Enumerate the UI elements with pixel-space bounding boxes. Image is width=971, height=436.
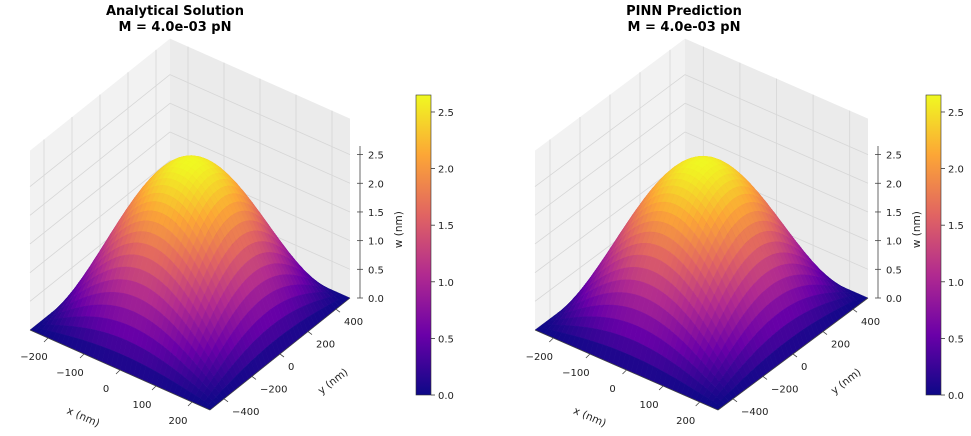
x-tick-mark <box>585 353 591 359</box>
chart-subtitle: M = 4.0e-03 pN <box>628 20 741 35</box>
x-tick-label: 200 <box>676 416 695 427</box>
colorbar-tick-label: 1.0 <box>438 278 454 289</box>
y-tick-label: −400 <box>741 407 768 418</box>
x-tick-label: −100 <box>562 368 589 379</box>
x-tick-mark <box>187 401 193 407</box>
y-tick-label: 200 <box>831 340 850 351</box>
x-tick-mark <box>151 385 157 391</box>
x-tick-label: 100 <box>132 400 151 411</box>
colorbar-gradient <box>925 94 942 396</box>
x-tick-label: 200 <box>168 416 187 427</box>
colorbar-tick-label: 1.5 <box>948 221 964 232</box>
x-tick-label: −200 <box>20 352 47 363</box>
y-tick-label: −400 <box>232 407 259 418</box>
z-tick-label: 0.0 <box>886 294 902 305</box>
z-tick-label: 1.0 <box>886 237 902 248</box>
colorbar-tick-label: 0.5 <box>438 334 454 345</box>
colorbar-tick-label: 2.0 <box>438 165 454 176</box>
chart-subtitle: M = 4.0e-03 pN <box>119 20 232 35</box>
colorbar: 0.0 0.5 1.0 1.5 2.0 2.5 <box>415 94 454 402</box>
colorbar-tick-label: 2.0 <box>948 165 964 176</box>
y-axis-label: y (nm) <box>316 366 351 397</box>
z-tick-label: 0.5 <box>886 265 902 276</box>
y-tick-label: −200 <box>260 384 287 395</box>
x-tick-label: 100 <box>640 400 659 411</box>
x-axis-label: x (nm) <box>571 405 608 430</box>
y-tick-mark <box>762 376 768 380</box>
y-tick-mark <box>792 353 798 358</box>
y-axis-label: y (nm) <box>829 366 864 397</box>
chart-title: PINN Prediction <box>626 4 742 19</box>
x-tick-label: 0 <box>609 384 615 395</box>
y-tick-mark <box>732 398 738 403</box>
colorbar: 0.0 0.5 1.0 1.5 2.0 2.5 <box>925 94 964 402</box>
z-axis-label: w (nm) <box>911 211 923 248</box>
y-tick-label: 400 <box>861 317 880 328</box>
y-tick-mark <box>335 308 341 313</box>
x-tick-label: 0 <box>103 384 109 395</box>
colorbar-gradient <box>415 94 432 396</box>
surface-plot <box>534 155 869 411</box>
x-tick-label: −100 <box>56 368 83 379</box>
x-tick-label: −200 <box>526 352 553 363</box>
z-tick-label: 2.5 <box>368 151 384 162</box>
y-tick-label: 400 <box>344 317 363 328</box>
z-axis: 0.0 0.5 1.0 1.5 2.0 2.5 w (nm) <box>357 146 405 305</box>
y-tick-mark <box>279 353 285 358</box>
y-tick-label: −200 <box>771 384 798 395</box>
z-tick-label: 1.5 <box>368 208 384 219</box>
z-tick-label: 1.0 <box>368 237 384 248</box>
z-axis: 0.0 0.5 1.0 1.5 2.0 2.5 w (nm) <box>875 146 923 305</box>
y-tick-label: 200 <box>316 340 335 351</box>
y-tick-mark <box>307 331 313 335</box>
z-tick-label: 2.0 <box>886 179 902 190</box>
z-tick-label: 2.5 <box>886 151 902 162</box>
x-axis-label: x (nm) <box>65 405 102 430</box>
z-tick-label: 2.0 <box>368 179 384 190</box>
z-tick-label: 0.0 <box>368 294 384 305</box>
colorbar-tick-label: 0.5 <box>948 334 964 345</box>
x-tick-mark <box>658 385 664 391</box>
y-tick-mark <box>251 376 257 380</box>
y-tick-label: 0 <box>801 362 807 373</box>
x-tick-mark <box>43 337 49 343</box>
y-tick-label: 0 <box>288 362 294 373</box>
y-tick-mark <box>822 331 828 335</box>
colorbar-tick-label: 1.0 <box>948 278 964 289</box>
colorbar-tick-label: 0.0 <box>948 391 964 402</box>
chart-title: Analytical Solution <box>106 4 244 19</box>
x-tick-mark <box>622 369 627 375</box>
y-tick-mark <box>852 308 858 313</box>
z-tick-label: 1.5 <box>886 208 902 219</box>
x-tick-mark <box>79 353 85 359</box>
x-tick-mark <box>549 337 554 343</box>
colorbar-tick-label: 2.5 <box>438 108 454 119</box>
y-tick-mark <box>223 398 229 403</box>
surface-plot <box>29 155 351 411</box>
colorbar-tick-label: 0.0 <box>438 391 454 402</box>
colorbar-tick-label: 2.5 <box>948 108 964 119</box>
colorbar-tick-label: 1.5 <box>438 221 454 232</box>
x-tick-mark <box>695 401 700 407</box>
z-tick-label: 0.5 <box>368 265 384 276</box>
z-axis-label: w (nm) <box>393 211 405 248</box>
x-tick-mark <box>115 369 121 375</box>
